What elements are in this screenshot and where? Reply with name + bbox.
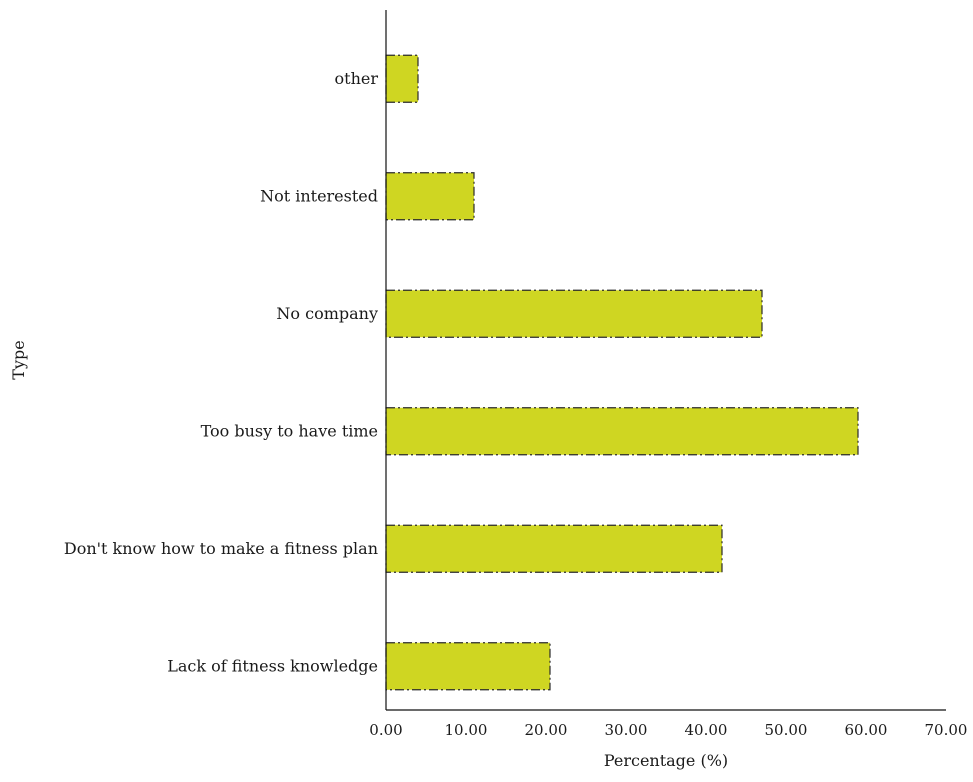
x-tick-label-3: 30.00 — [605, 721, 648, 739]
category-labels-group: other Not interested No company Too busy to… — [64, 69, 378, 676]
x-tick-label-2: 20.00 — [525, 721, 568, 739]
bar-4 — [385, 524, 723, 573]
bar-3 — [385, 407, 859, 456]
category-label-0: other — [335, 69, 379, 88]
bar-2 — [385, 289, 763, 338]
x-tick-labels-group: 0.00 10.00 20.00 30.00 40.00 50.00 60.00 70.00 — [369, 721, 967, 739]
x-tick-label-7: 70.00 — [925, 721, 968, 739]
bars-group — [385, 54, 859, 691]
y-axis-title: Type — [9, 340, 28, 379]
x-tick-label-6: 60.00 — [845, 721, 888, 739]
category-label-2: No company — [276, 304, 378, 323]
x-axis-title: Percentage (%) — [604, 751, 728, 770]
x-tick-label-5: 50.00 — [765, 721, 808, 739]
bar-5 — [385, 642, 551, 691]
category-label-3: Too busy to have time — [201, 421, 378, 440]
category-label-4: Don't know how to make a fitness plan — [64, 539, 378, 558]
category-label-5: Lack of fitness knowledge — [167, 656, 378, 675]
x-tick-label-1: 10.00 — [445, 721, 488, 739]
bar-0 — [385, 54, 419, 103]
x-tick-label-4: 40.00 — [685, 721, 728, 739]
bar-1 — [385, 172, 475, 221]
category-label-1: Not interested — [260, 186, 378, 205]
x-tick-label-0: 0.00 — [369, 721, 402, 739]
